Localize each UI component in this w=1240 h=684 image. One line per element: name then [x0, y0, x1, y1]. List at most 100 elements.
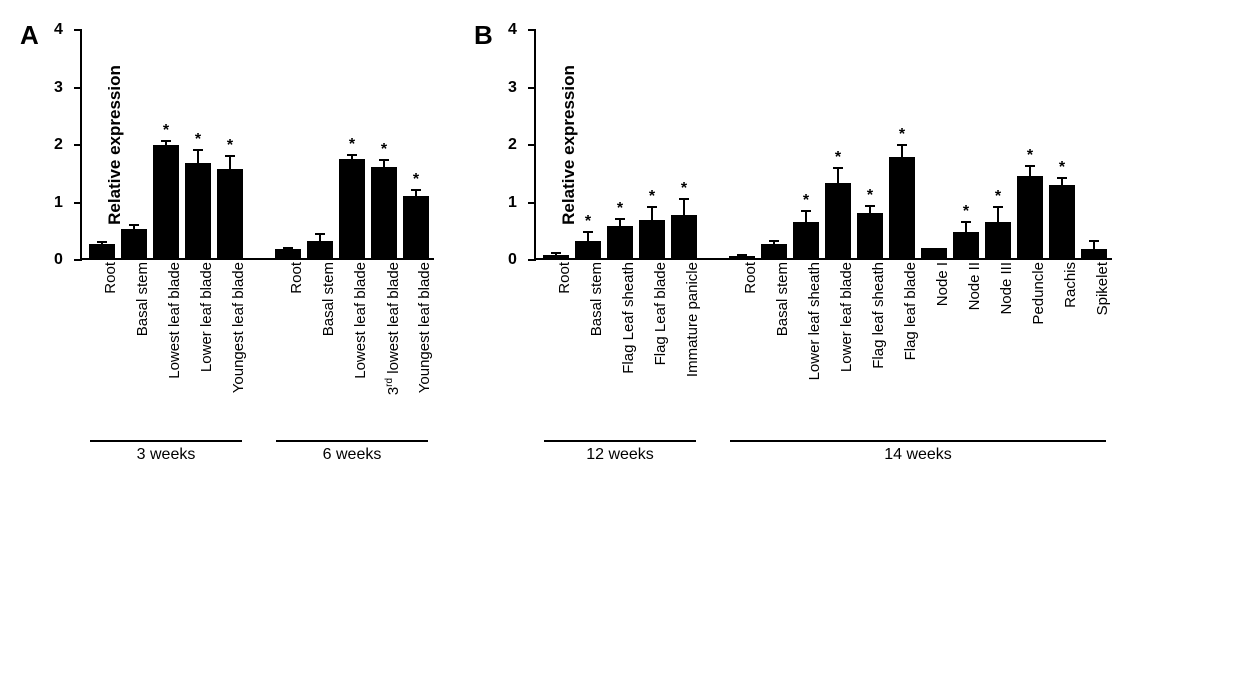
bar: *: [889, 157, 915, 258]
x-label: Lower leaf blade: [198, 262, 215, 372]
bar-slot: *: [572, 30, 604, 258]
error-cap: [315, 233, 325, 235]
bars-row: ******: [82, 30, 432, 258]
bar: [89, 244, 115, 258]
error-cap: [897, 144, 907, 146]
error-cap: [1025, 165, 1035, 167]
bar-slot: *: [790, 30, 822, 258]
error-cap: [865, 205, 875, 207]
error-cap: [379, 159, 389, 161]
bar: *: [371, 167, 397, 258]
x-label: Node III: [998, 262, 1015, 315]
y-tick: [74, 144, 82, 146]
significance-star: *: [413, 172, 419, 188]
error-cap: [679, 198, 689, 200]
error-bar: [997, 207, 999, 221]
x-label: Flag Leaf blade: [652, 262, 669, 365]
error-bar: [287, 248, 289, 250]
y-tick: [74, 29, 82, 31]
significance-star: *: [1059, 160, 1065, 176]
plot-area: 01234******RootBasal stemLowest leaf bla…: [80, 30, 434, 260]
group-underline-line: [730, 440, 1106, 442]
bar-slot: *: [886, 30, 918, 258]
x-label: Peduncle: [1030, 262, 1047, 325]
error-cap: [193, 149, 203, 151]
error-bar: [741, 255, 743, 256]
bar: *: [153, 145, 179, 258]
error-cap: [551, 252, 561, 254]
bar-slot: [272, 30, 304, 258]
x-label: Root: [742, 262, 759, 294]
bar-slot: *: [400, 30, 432, 258]
y-tick-label: 1: [508, 194, 517, 212]
bar-slot: *: [854, 30, 886, 258]
significance-star: *: [163, 123, 169, 139]
bar: *: [639, 220, 665, 258]
significance-star: *: [995, 189, 1001, 205]
bar: *: [793, 222, 819, 258]
x-label: Basal stem: [320, 262, 337, 336]
bar: [761, 244, 787, 258]
error-cap: [993, 206, 1003, 208]
error-bar: [165, 141, 167, 146]
error-bar: [901, 145, 903, 157]
y-tick-label: 2: [54, 136, 63, 154]
bar-slot: *: [822, 30, 854, 258]
bar-group: ****: [540, 30, 700, 258]
y-tick: [528, 87, 536, 89]
group-underline: 6 weeks: [272, 440, 432, 464]
y-tick: [74, 87, 82, 89]
bar-slot: *: [1046, 30, 1078, 258]
panel-label: B: [474, 20, 493, 51]
bar: [275, 249, 301, 258]
x-label: Root: [102, 262, 119, 294]
error-bar: [651, 207, 653, 220]
bar-slot: [758, 30, 790, 258]
x-label: Lowest leaf blade: [352, 262, 369, 379]
significance-star: *: [585, 214, 591, 230]
error-cap: [833, 167, 843, 169]
group-underlines: 12 weeks14 weeks: [536, 440, 1110, 464]
group-underline: 3 weeks: [86, 440, 246, 464]
error-bar: [319, 234, 321, 241]
x-label: Basal stem: [588, 262, 605, 336]
bar-slot: [86, 30, 118, 258]
bar: [121, 229, 147, 258]
error-cap: [615, 218, 625, 220]
error-bar: [965, 222, 967, 232]
error-bar: [133, 225, 135, 230]
y-tick-label: 0: [54, 251, 63, 269]
x-label: Immature panicle: [684, 262, 701, 377]
x-label: Rachis: [1062, 262, 1079, 308]
y-tick-label: 2: [508, 136, 517, 154]
bars-row: ************: [536, 30, 1110, 258]
bar-group: ********: [726, 30, 1110, 258]
bar-slot: [540, 30, 572, 258]
bar-slot: [726, 30, 758, 258]
x-label: Youngest leaf blade: [416, 262, 433, 393]
error-bar: [773, 241, 775, 244]
bar-slot: *: [182, 30, 214, 258]
error-cap: [583, 231, 593, 233]
x-label: Node I: [934, 262, 951, 306]
error-bar: [101, 242, 103, 244]
y-tick: [528, 259, 536, 261]
error-cap: [801, 210, 811, 212]
bar: *: [403, 196, 429, 258]
error-bar: [869, 206, 871, 213]
bar: *: [217, 169, 243, 258]
error-bar: [229, 156, 231, 169]
significance-star: *: [195, 132, 201, 148]
error-cap: [347, 154, 357, 156]
y-tick-label: 0: [508, 251, 517, 269]
x-label: Node II: [966, 262, 983, 310]
plot: Relative expression01234******RootBasal …: [80, 30, 444, 260]
panel-A: ARelative expression01234******RootBasal…: [20, 20, 444, 480]
error-bar: [1061, 178, 1063, 185]
group-underline-line: [544, 440, 696, 442]
x-label: Flag leaf sheath: [870, 262, 887, 369]
bar-group: ***: [272, 30, 432, 258]
x-label: Lower leaf blade: [838, 262, 855, 372]
bar-group: * * *: [86, 30, 246, 258]
bar: *: [1017, 176, 1043, 258]
